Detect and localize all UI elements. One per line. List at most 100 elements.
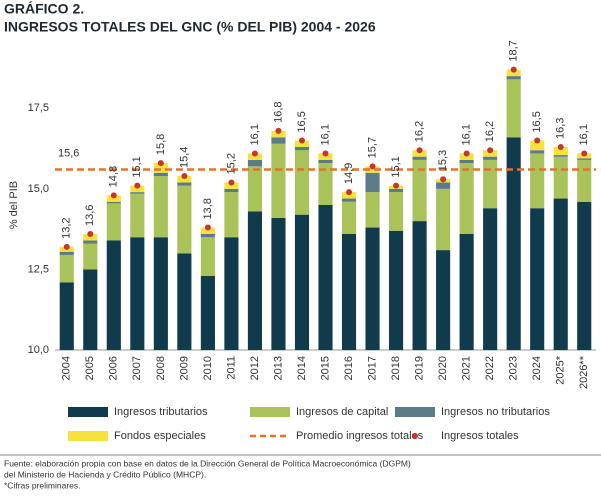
total-dot [440, 176, 447, 183]
bar-segment [130, 192, 145, 194]
x-tick-label: 2015 [319, 356, 331, 380]
bar-segment [318, 205, 333, 350]
bar-segment [412, 156, 427, 160]
bar-segment [224, 192, 239, 238]
bar-segment [459, 163, 474, 234]
total-dot [369, 163, 376, 170]
total-label: 15,2 [225, 153, 237, 174]
bar-segment [412, 221, 427, 350]
bar-segment [200, 227, 215, 234]
bar-segment [59, 282, 74, 350]
total-dot [63, 243, 70, 250]
total-label: 16,3 [555, 118, 567, 139]
bar-segment [247, 211, 262, 350]
total-label: 13,6 [84, 205, 96, 226]
bar-segment [318, 159, 333, 164]
x-tick-label: 2007 [131, 356, 143, 380]
bar-segment [83, 243, 98, 270]
x-tick-label: 2004 [61, 356, 73, 380]
bar-segment [177, 182, 192, 186]
bar-segment [459, 153, 474, 160]
total-label: 18,7 [508, 40, 520, 61]
total-label: 16,1 [249, 124, 261, 145]
bar-segment [130, 185, 145, 193]
total-label: 15,1 [390, 156, 402, 177]
bar-segment [271, 137, 286, 144]
bar-segment [530, 140, 545, 151]
bar-segment [436, 188, 451, 251]
bar-segment [318, 163, 333, 205]
footnote: *Cifras preliminares. [4, 480, 81, 490]
x-tick-label: 2012 [249, 356, 261, 380]
bar-segment [224, 182, 239, 189]
bar-segment [247, 153, 262, 160]
x-tick-label: 2024 [531, 356, 543, 380]
total-dot [463, 150, 470, 157]
x-tick-label: 2023 [508, 356, 520, 380]
bar-segment [130, 193, 145, 238]
x-tick-label: 2022 [484, 356, 496, 380]
total-dot [346, 189, 353, 196]
total-label: 16,1 [461, 124, 473, 145]
legend-label: Ingresos totales [441, 430, 519, 442]
bar-segment [294, 150, 310, 215]
x-tick-label: 2009 [178, 356, 190, 380]
bar-segment [365, 227, 380, 350]
bar-segment [412, 150, 427, 157]
bar-segment [294, 147, 310, 151]
legend-swatch [412, 433, 418, 439]
bar-segment [530, 208, 545, 350]
bar-segment [577, 159, 592, 202]
legend-swatch [250, 407, 290, 417]
total-label: 16,2 [413, 121, 425, 142]
bar-segment [177, 185, 192, 254]
bar-segment [271, 130, 286, 138]
bar-segment [83, 234, 98, 241]
x-tick-label: 2021 [461, 356, 473, 380]
bar-segment [83, 269, 98, 350]
total-dot [275, 127, 282, 134]
bar-segment [459, 159, 474, 164]
bar-segment [200, 234, 215, 238]
average-label: 15,6 [58, 147, 79, 159]
chart-title: INGRESOS TOTALES DEL GNC (% DEL PIB) 200… [4, 19, 376, 35]
bar-segment [506, 137, 521, 350]
bar-segment [577, 158, 592, 160]
total-label: 16,2 [484, 121, 496, 142]
bar-segment [530, 153, 545, 209]
bar-segment [436, 182, 451, 189]
total-dot [181, 173, 188, 179]
bar-segment [341, 201, 357, 234]
bar-segment [59, 251, 74, 255]
bar-segment [365, 192, 380, 228]
x-tick-label: 2026** [578, 355, 590, 389]
bar-segment [177, 176, 192, 183]
total-dot [298, 137, 305, 144]
total-label: 14,8 [108, 166, 120, 187]
bar-segment [271, 217, 286, 350]
total-dot [416, 147, 423, 154]
total-label: 16,1 [319, 124, 331, 145]
total-label: 15,7 [366, 137, 378, 158]
bar-segment [153, 163, 168, 173]
bar-segment [59, 254, 74, 283]
x-tick-label: 2014 [296, 356, 308, 380]
bar-segment [247, 166, 262, 212]
footnote: Fuente: elaboración propia con base en d… [4, 458, 411, 468]
x-tick-label: 2013 [272, 356, 284, 380]
bar-segment [153, 172, 168, 176]
legend-swatch [68, 407, 108, 417]
bar-segment [106, 201, 121, 204]
total-label: 15,4 [178, 147, 190, 168]
total-label: 15,3 [437, 150, 449, 171]
bar-segment [483, 150, 498, 157]
x-tick-label: 2018 [390, 356, 402, 380]
total-dot [134, 182, 141, 189]
bar-segment [271, 143, 286, 218]
total-dot [204, 224, 211, 231]
x-tick-label: 2006 [108, 356, 120, 380]
total-dot [110, 192, 117, 199]
total-label: 14,9 [343, 163, 355, 184]
legend-label: Fondos especiales [114, 430, 206, 442]
